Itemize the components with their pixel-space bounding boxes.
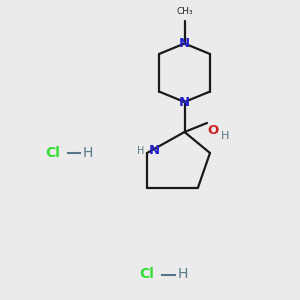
Text: N: N	[179, 37, 190, 50]
Text: H: H	[83, 146, 93, 160]
Text: O: O	[208, 124, 219, 137]
Text: N: N	[179, 95, 190, 109]
Text: Cl: Cl	[45, 146, 60, 160]
Text: H: H	[137, 146, 145, 156]
Text: Cl: Cl	[140, 268, 154, 281]
Text: N: N	[148, 144, 160, 157]
Text: H: H	[220, 131, 229, 141]
Text: CH₃: CH₃	[176, 8, 193, 16]
Text: H: H	[177, 268, 188, 281]
